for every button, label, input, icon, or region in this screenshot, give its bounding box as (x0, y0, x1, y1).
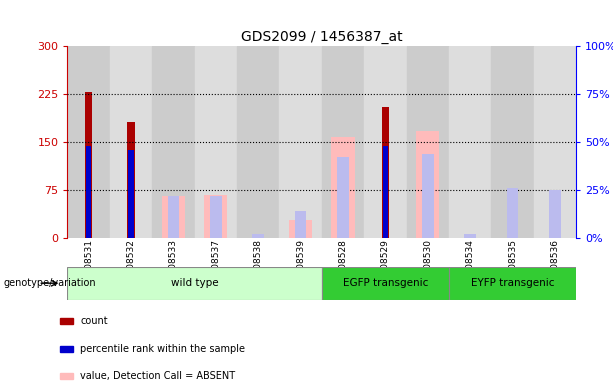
Bar (60, 346, 74, 352)
Bar (449, 267, 576, 300)
Bar (60, 318, 74, 324)
Bar (322, 267, 449, 300)
Bar (194, 46, 237, 238)
Text: EGFP transgenic: EGFP transgenic (343, 278, 428, 288)
Text: value, Detection Call = ABSENT: value, Detection Call = ABSENT (80, 371, 235, 381)
Bar (162, 197, 185, 238)
Bar (60, 373, 74, 379)
Bar (289, 220, 312, 238)
Bar (85, 92, 93, 238)
Text: percentile rank within the sample: percentile rank within the sample (80, 344, 245, 354)
Bar (295, 211, 306, 238)
Bar (237, 46, 280, 238)
Text: wild type: wild type (171, 278, 218, 288)
Bar (416, 131, 440, 238)
Bar (67, 267, 322, 300)
Bar (210, 196, 222, 238)
Bar (534, 46, 576, 238)
Bar (449, 46, 492, 238)
Bar (110, 46, 152, 238)
Text: count: count (80, 316, 108, 326)
Bar (128, 150, 134, 238)
Bar (204, 195, 227, 238)
Bar (332, 137, 355, 238)
Bar (382, 107, 389, 238)
Bar (280, 46, 322, 238)
Bar (322, 46, 364, 238)
Bar (422, 154, 433, 238)
Bar (364, 46, 406, 238)
Bar (465, 234, 476, 238)
Text: genotype/variation: genotype/variation (3, 278, 96, 288)
Bar (337, 157, 349, 238)
Bar (167, 196, 179, 238)
Title: GDS2099 / 1456387_at: GDS2099 / 1456387_at (241, 30, 403, 44)
Bar (86, 146, 91, 238)
Bar (152, 46, 195, 238)
Bar (67, 46, 110, 238)
Bar (128, 122, 135, 238)
Text: EYFP transgenic: EYFP transgenic (471, 278, 554, 288)
Bar (406, 46, 449, 238)
Bar (383, 146, 388, 238)
Bar (549, 190, 561, 238)
Bar (507, 188, 519, 238)
Bar (492, 46, 534, 238)
Bar (253, 234, 264, 238)
